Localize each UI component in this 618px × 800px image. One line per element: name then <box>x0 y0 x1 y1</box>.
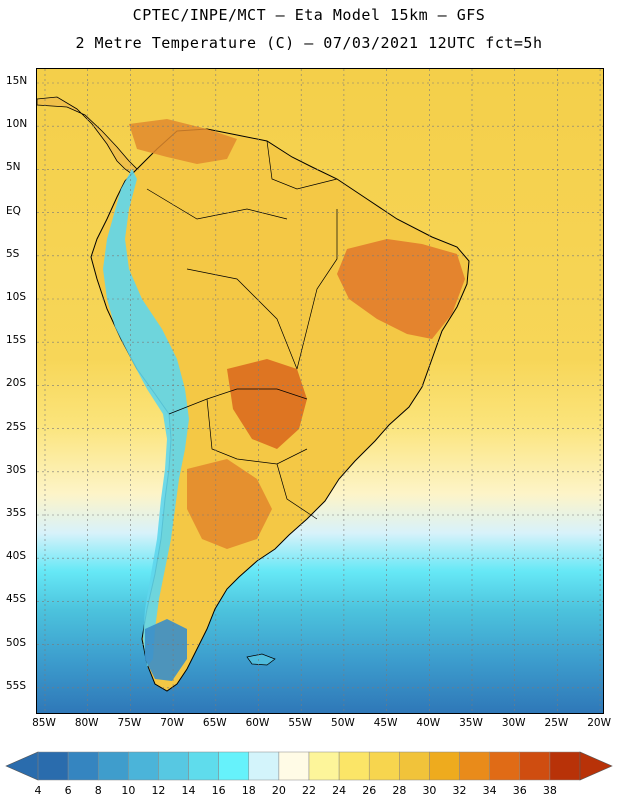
colorbar-label: 38 <box>542 784 557 797</box>
colorbar-label: 12 <box>151 784 166 797</box>
lon-label: 25W <box>544 717 569 729</box>
colorbar-label: 4 <box>34 784 42 797</box>
lon-label: 60W <box>245 717 270 729</box>
lon-label: 75W <box>117 717 142 729</box>
colorbar-label: 28 <box>392 784 407 797</box>
lon-label: 45W <box>373 717 398 729</box>
colorbar-label: 30 <box>422 784 437 797</box>
lat-label: 35S <box>6 507 27 519</box>
colorbar-label: 14 <box>181 784 196 797</box>
colorbar-swatch <box>368 751 400 781</box>
lat-label: 10S <box>6 291 27 303</box>
colorbar-swatch <box>429 751 460 781</box>
lat-label: 20S <box>6 377 27 390</box>
chart-title: CPTEC/INPE/MCT – Eta Model 15km – GFS <box>132 6 486 24</box>
lat-label: 5N <box>6 161 21 174</box>
lon-label: 40W <box>416 717 441 729</box>
map-area <box>36 68 604 714</box>
colorbar-label: 18 <box>241 784 256 797</box>
colorbar-swatch <box>459 751 490 781</box>
lat-label: 55S <box>6 679 27 692</box>
colorbar-swatch <box>308 751 340 781</box>
lat-label: 30S <box>6 463 27 476</box>
lon-label: 55W <box>288 717 313 729</box>
lat-label: 25S <box>6 420 27 433</box>
central-hot <box>227 359 307 449</box>
colorbar-label: 16 <box>211 784 226 797</box>
lon-label: 85W <box>32 717 56 729</box>
colorbar-label: 6 <box>64 784 72 797</box>
colorbar-label: 10 <box>121 784 136 797</box>
colorbar-swatch <box>188 751 219 781</box>
country-borders <box>146 140 338 520</box>
colorbar-max-arrow <box>579 751 613 781</box>
chart-subtitle: 2 Metre Temperature (C) – 07/03/2021 12U… <box>75 34 543 52</box>
lon-label: 20W <box>587 717 611 729</box>
lat-lon-grid <box>37 69 603 713</box>
colorbar-label: 36 <box>512 784 527 797</box>
lat-label: 40S <box>6 550 27 563</box>
colorbar-swatch <box>278 751 310 781</box>
lat-label: EQ <box>6 204 21 217</box>
colorbar-swatch <box>37 751 69 781</box>
argentina-hot <box>187 459 272 549</box>
lat-label: 5S <box>6 247 20 260</box>
colorbar-swatch <box>248 751 280 781</box>
colorbar-min-arrow <box>5 751 39 781</box>
lon-label: 80W <box>74 717 99 729</box>
lat-label: 45S <box>6 593 27 606</box>
lon-label: 65W <box>202 717 227 729</box>
northeast-brazil-hot <box>337 239 465 339</box>
colorbar-swatch <box>67 751 99 781</box>
colorbar-swatch <box>338 751 370 781</box>
colorbar-label: 32 <box>452 784 467 797</box>
colorbar <box>5 751 613 781</box>
colorbar-swatch <box>218 751 250 781</box>
falkland-islands <box>246 653 276 666</box>
colorbar-swatch <box>549 751 581 781</box>
colorbar-swatch <box>519 751 551 781</box>
colorbar-swatch <box>128 751 159 781</box>
colorbar-label: 20 <box>271 784 286 797</box>
lon-label: 70W <box>160 717 184 729</box>
patagonia-cold <box>145 619 187 681</box>
colorbar-swatch <box>489 751 521 781</box>
colorbar-swatch <box>97 751 129 781</box>
lon-label: 50W <box>331 717 355 729</box>
colorbar-label: 34 <box>482 784 497 797</box>
lat-label: 15N <box>6 75 28 87</box>
lat-label: 15S <box>6 334 27 347</box>
lon-label: 35W <box>459 717 483 729</box>
colorbar-swatch <box>399 751 430 781</box>
colorbar-label: 26 <box>362 784 377 797</box>
lon-label: 30W <box>501 717 526 729</box>
colorbar-label: 22 <box>302 784 316 797</box>
colorbar-label: 8 <box>94 784 102 797</box>
temperature-map <box>37 69 603 713</box>
andes-cold <box>103 169 189 667</box>
lat-label: 50S <box>6 636 27 649</box>
colorbar-swatch <box>158 751 189 781</box>
venezuela-hot <box>129 119 237 164</box>
lat-label: 10N <box>6 118 28 131</box>
colorbar-label: 24 <box>332 784 347 797</box>
